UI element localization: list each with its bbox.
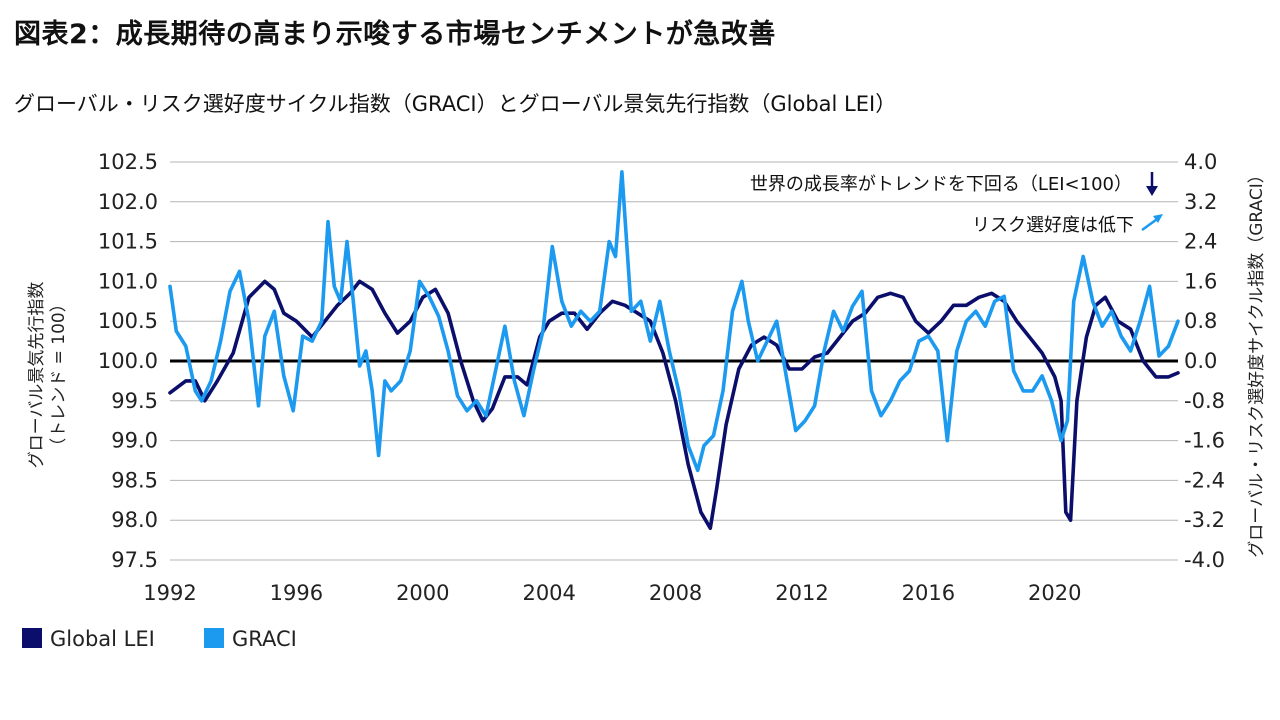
series-line-graci [168,170,1180,473]
right-axis-ticks: 4.0 3.2 2.4 1.6 0.8 0.0 -0.8 -1.6 -2.4 -3.2 -4.0 [1184,150,1225,572]
right-tick-label: 4.0 [1184,150,1217,174]
left-tick-label: 98.0 [111,508,158,532]
right-axis-label: グローバル・リスク選好度サイクル指数（GRACI） [1247,166,1267,558]
chart-title: 図表2：成長期待の高まり示唆する市場センチメントが急改善 [14,19,776,50]
arrow-down-icon [1146,172,1158,196]
x-tick-label: 2000 [396,581,449,605]
annotation-lei-below: 世界の成長率がトレンドを下回る（LEI<100） [750,174,1132,195]
legend-swatch-graci [204,628,224,648]
x-tick-label: 1992 [143,581,196,605]
left-axis-ticks: 102.5 102.0 101.5 101.0 100.5 100.0 99.5 99.0 98… [98,150,158,572]
right-tick-label: 3.2 [1184,190,1217,214]
left-tick-label: 102.5 [98,150,158,174]
legend: Global LEI GRACI [22,627,297,651]
right-tick-label: 2.4 [1184,230,1217,254]
left-tick-label: 101.5 [98,230,158,254]
left-tick-label: 100.5 [98,309,158,333]
left-tick-label: 99.0 [111,429,158,453]
right-tick-label: -3.2 [1184,508,1225,532]
right-tick-label: -0.8 [1184,389,1225,413]
annotation-risk-falls: リスク選好度は低下 [972,215,1134,236]
left-tick-label: 100.0 [98,349,158,373]
right-tick-label: 0.8 [1184,309,1217,333]
x-tick-label: 1996 [270,581,323,605]
legend-label-graci: GRACI [232,627,297,651]
left-tick-label: 99.5 [111,389,158,413]
x-tick-label: 2020 [1028,581,1081,605]
legend-swatch-lei [22,628,42,648]
arrow-up-right-icon [1141,214,1163,232]
x-axis-ticks: 1992 1996 2000 2004 2008 2012 2016 2020 [143,581,1081,605]
right-tick-label: -4.0 [1184,548,1225,572]
right-tick-label: -2.4 [1184,468,1225,492]
left-tick-label: 102.0 [98,190,158,214]
x-tick-label: 2008 [649,581,702,605]
x-tick-label: 2012 [775,581,828,605]
right-tick-label: -1.6 [1184,429,1225,453]
legend-label-lei: Global LEI [50,627,155,651]
right-tick-label: 0.0 [1184,349,1217,373]
x-tick-label: 2016 [902,581,955,605]
left-axis-label-line2: （トレンド = 100） [49,295,69,455]
x-tick-label: 2004 [522,581,575,605]
left-tick-label: 101.0 [98,269,158,293]
left-axis-label-line1: グローバル景気先行指数 [27,282,47,469]
right-tick-label: 1.6 [1184,269,1217,293]
series-lines [168,170,1180,531]
left-tick-label: 97.5 [111,548,158,572]
chart-subtitle: グローバル・リスク選好度サイクル指数（GRACI）とグローバル景気先行指数（Gl… [14,92,897,116]
left-tick-label: 98.5 [111,468,158,492]
